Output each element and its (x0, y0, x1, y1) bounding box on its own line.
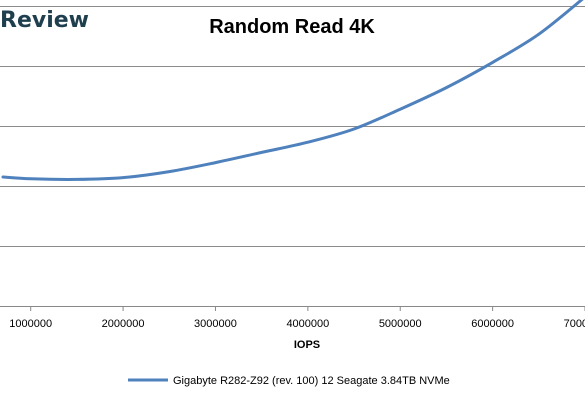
chart-title: Random Read 4K (209, 16, 375, 38)
x-axis-label: IOPS (294, 339, 320, 351)
x-tick-label: 7000000 (564, 318, 585, 330)
x-axis-ticks: 1000000 2000000 3000000 4000000 5000000 60000… (9, 306, 585, 330)
legend-label: Gigabyte R282-Z92 (rev. 100) 12 Seagate … (173, 375, 450, 387)
series-layer (1, 0, 584, 181)
brand-logo-text: Review (0, 8, 89, 33)
gridlines (0, 6, 585, 247)
x-tick-label: 4000000 (286, 318, 329, 330)
x-tick-label: 6000000 (471, 318, 514, 330)
x-tick-label: 3000000 (194, 318, 237, 330)
x-tick-label: 1000000 (9, 318, 52, 330)
x-tick-label: 2000000 (102, 318, 145, 330)
series-line-1 (1, 0, 584, 181)
legend: Gigabyte R282-Z92 (rev. 100) 12 Seagate … (128, 375, 450, 387)
x-tick-label: 5000000 (379, 318, 422, 330)
